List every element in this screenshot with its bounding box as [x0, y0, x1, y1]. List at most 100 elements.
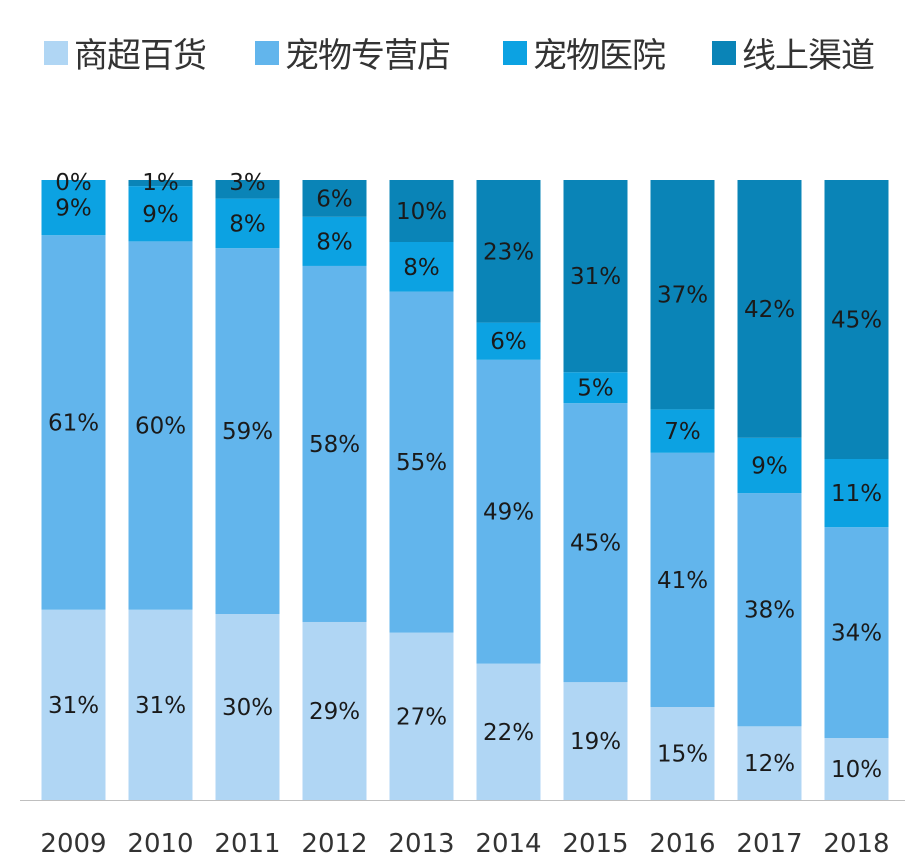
- legend-swatch-pet-store: [255, 40, 279, 65]
- bar-segment-supermarket-2011: [215, 614, 280, 800]
- bar-segment-online-2010: [128, 180, 193, 187]
- bar-segment-supermarket-2015: [563, 682, 628, 800]
- bar-group-2010: 31% 60% 9% 1%: [128, 170, 193, 800]
- bar-group-2013: 27% 55% 8% 10%: [389, 180, 454, 800]
- bar-group-2017: 12% 38% 9% 42%: [737, 180, 802, 800]
- bar-group-2012: 29% 58% 8% 6%: [302, 180, 367, 800]
- legend-swatch-pet-hospital: [503, 40, 527, 65]
- data-label-pet-hospital-2011: 8%: [229, 211, 266, 237]
- data-label-online-2009: 0%: [55, 170, 92, 196]
- data-label-pet-hospital-2010: 9%: [142, 202, 179, 228]
- bar-segment-pet-hospital-2016: [650, 409, 715, 453]
- bar-segment-pet-hospital-2015: [563, 372, 628, 404]
- bar-segment-pet-store-2012: [302, 265, 367, 622]
- bar-segment-supermarket-2018: [824, 738, 889, 800]
- data-label-online-2014: 23%: [483, 239, 534, 265]
- data-label-supermarket-2011: 30%: [222, 695, 273, 721]
- bar-segment-supermarket-2009: [41, 609, 106, 800]
- bar-segment-pet-hospital-2012: [302, 216, 367, 266]
- data-label-pet-hospital-2018: 11%: [831, 481, 882, 507]
- data-label-supermarket-2015: 19%: [570, 729, 621, 755]
- data-label-pet-store-2017: 38%: [744, 598, 795, 624]
- bar-segment-pet-store-2014: [476, 359, 541, 664]
- data-label-pet-store-2015: 45%: [570, 531, 621, 557]
- bar-group-2009: 31% 61% 9%0%: [41, 170, 106, 800]
- bar-segment-pet-store-2017: [737, 493, 802, 727]
- data-label-online-2012: 6%: [316, 186, 353, 212]
- bar-group-2018: 10% 34% 11% 45%: [824, 180, 889, 800]
- data-label-pet-hospital-2013: 8%: [403, 255, 440, 281]
- bar-segment-supermarket-2012: [302, 621, 367, 800]
- data-label-pet-store-2010: 60%: [135, 414, 186, 440]
- bar-group-2016: 15% 41% 7% 37%: [650, 180, 715, 800]
- data-label-pet-store-2012: 58%: [309, 432, 360, 458]
- bar-segment-pet-hospital-2011: [215, 198, 280, 249]
- x-tick-label-2010: 2010: [127, 829, 193, 859]
- bar-segment-pet-hospital-2013: [389, 242, 454, 292]
- bar-segment-online-2014: [476, 180, 541, 323]
- bar-segment-pet-hospital-2014: [476, 322, 541, 360]
- data-label-pet-hospital-2009: 9%: [55, 196, 92, 222]
- data-label-pet-hospital-2014: 6%: [490, 329, 527, 355]
- data-label-pet-store-2011: 59%: [222, 419, 273, 445]
- data-label-supermarket-2009: 31%: [48, 693, 99, 719]
- legend-swatch-supermarket: [44, 40, 68, 65]
- bar-segment-supermarket-2016: [650, 707, 715, 800]
- data-label-pet-store-2016: 41%: [657, 568, 708, 594]
- bar-segment-pet-store-2011: [215, 248, 280, 614]
- data-label-supermarket-2016: 15%: [657, 742, 708, 768]
- legend-label-online: 线上渠道: [742, 36, 875, 76]
- data-label-online-2015: 31%: [570, 264, 621, 290]
- x-tick-label-2017: 2017: [736, 829, 802, 859]
- data-label-supermarket-2017: 12%: [744, 751, 795, 777]
- data-label-pet-hospital-2015: 5%: [577, 376, 614, 402]
- data-label-pet-hospital-2012: 8%: [316, 229, 353, 255]
- legend-item-pet-store: 宠物专营店: [255, 28, 451, 77]
- bar-segment-pet-store-2015: [563, 403, 628, 683]
- x-tick-label-2018: 2018: [823, 829, 889, 859]
- data-label-pet-store-2014: 49%: [483, 500, 534, 526]
- data-label-online-2016: 37%: [657, 283, 708, 309]
- data-label-online-2011: 3%: [229, 170, 266, 196]
- bar-segment-supermarket-2010: [128, 609, 193, 800]
- x-tick-label-2016: 2016: [649, 829, 715, 859]
- data-label-supermarket-2012: 29%: [309, 699, 360, 725]
- x-tick-label-2015: 2015: [562, 829, 628, 859]
- data-label-pet-store-2009: 61%: [48, 410, 99, 436]
- data-label-supermarket-2018: 10%: [831, 757, 882, 783]
- bar-segment-online-2012: [302, 180, 367, 217]
- bar-segment-online-2018: [824, 180, 889, 459]
- bar-segment-supermarket-2017: [737, 726, 802, 800]
- data-label-supermarket-2014: 22%: [483, 720, 534, 746]
- bar-group-2014: 22% 49% 6% 23%: [476, 180, 541, 800]
- data-label-supermarket-2013: 27%: [396, 704, 447, 730]
- bar-segment-pet-hospital-2018: [824, 459, 889, 528]
- data-label-online-2010: 1%: [142, 170, 179, 196]
- bar-segment-online-2011: [215, 180, 280, 199]
- bar-group-2011: 30% 59% 8% 3%: [215, 170, 280, 800]
- data-label-pet-hospital-2016: 7%: [664, 419, 701, 445]
- data-label-online-2017: 42%: [744, 297, 795, 323]
- legend-label-pet-store: 宠物专营店: [285, 36, 451, 76]
- bar-segment-pet-hospital-2017: [737, 437, 802, 494]
- bar-segment-online-2013: [389, 180, 454, 242]
- data-label-supermarket-2010: 31%: [135, 693, 186, 719]
- bar-segment-pet-store-2013: [389, 291, 454, 633]
- chart-legend: 商超百货 宠物专营店 宠物医院 线上渠道: [0, 0, 917, 100]
- bar-segment-pet-store-2018: [824, 527, 889, 738]
- bar-segment-pet-store-2016: [650, 452, 715, 707]
- legend-label-supermarket: 商超百货: [74, 36, 207, 76]
- data-label-online-2018: 45%: [831, 308, 882, 334]
- data-label-pet-store-2013: 55%: [396, 450, 447, 476]
- bar-segment-online-2016: [650, 180, 715, 410]
- bar-segment-pet-hospital-2009: [41, 180, 106, 236]
- data-label-pet-store-2018: 34%: [831, 621, 882, 647]
- x-tick-label-2014: 2014: [475, 829, 541, 859]
- x-tick-label-2011: 2011: [214, 829, 280, 859]
- legend-swatch-online: [712, 40, 736, 65]
- x-tick-label-2009: 2009: [40, 829, 106, 859]
- bar-segment-pet-store-2010: [128, 241, 193, 610]
- legend-item-pet-hospital: 宠物医院: [503, 28, 666, 77]
- legend-item-supermarket: 商超百货: [44, 28, 207, 77]
